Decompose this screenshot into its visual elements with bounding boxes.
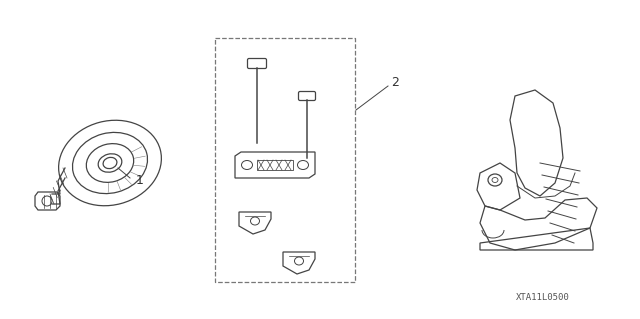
Ellipse shape xyxy=(298,160,308,169)
Ellipse shape xyxy=(241,160,253,169)
Text: 2: 2 xyxy=(391,76,399,88)
FancyBboxPatch shape xyxy=(298,92,316,100)
FancyBboxPatch shape xyxy=(248,58,266,69)
Text: 1: 1 xyxy=(136,174,144,187)
Bar xyxy=(215,38,355,282)
Text: XTA11L0500: XTA11L0500 xyxy=(516,293,570,301)
Ellipse shape xyxy=(103,157,117,169)
